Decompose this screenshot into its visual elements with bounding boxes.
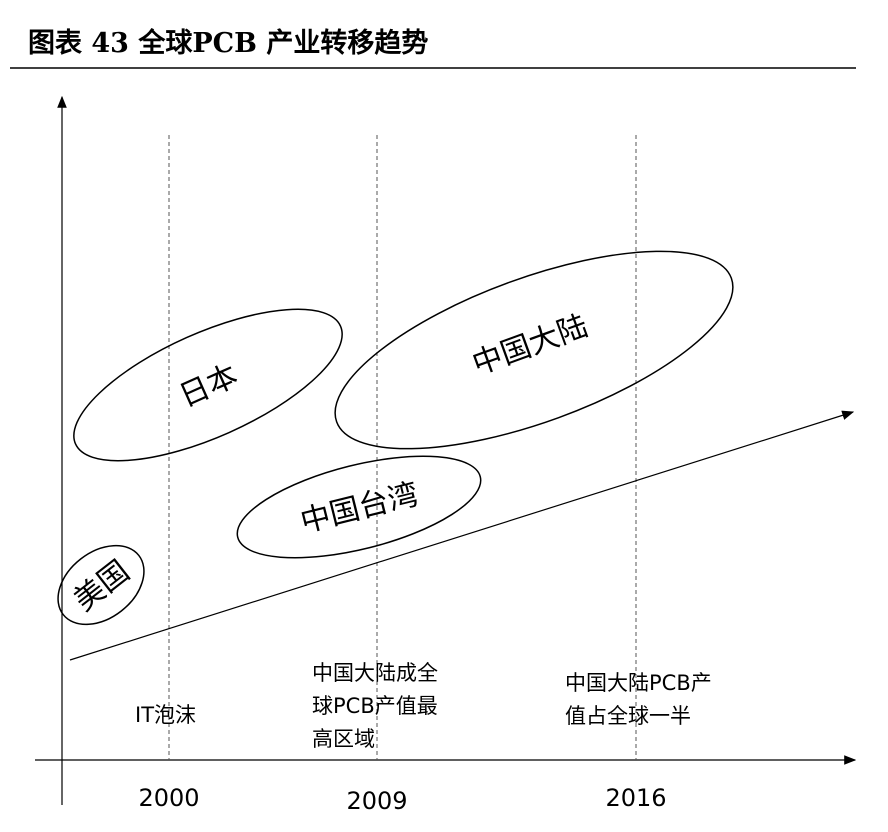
year-label: 2016 bbox=[605, 784, 666, 812]
region-label: 中国大陆 bbox=[468, 309, 593, 383]
region-label: 日本 bbox=[174, 358, 243, 414]
annotation: 高区域 bbox=[312, 727, 375, 751]
region-ellipse bbox=[57, 544, 145, 626]
year-label: 2009 bbox=[346, 787, 407, 815]
region-ellipse bbox=[334, 250, 734, 450]
annotation: 值占全球一半 bbox=[565, 704, 691, 728]
year-label: 2000 bbox=[138, 784, 199, 812]
region-label: 中国台湾 bbox=[297, 477, 422, 540]
annotation: 中国大陆PCB产 bbox=[565, 671, 712, 695]
annotation: IT泡沫 bbox=[135, 703, 196, 727]
region-ellipse bbox=[73, 308, 343, 462]
region-ellipse bbox=[236, 455, 482, 559]
title: 图表 43 全球PCB 产业转移趋势 bbox=[28, 27, 428, 59]
annotation: 中国大陆成全 bbox=[312, 661, 438, 685]
trend-arrow bbox=[69, 410, 855, 661]
region-label: 美国 bbox=[68, 554, 137, 619]
annotation: 球PCB产值最 bbox=[312, 694, 438, 718]
year-guides bbox=[168, 135, 637, 760]
